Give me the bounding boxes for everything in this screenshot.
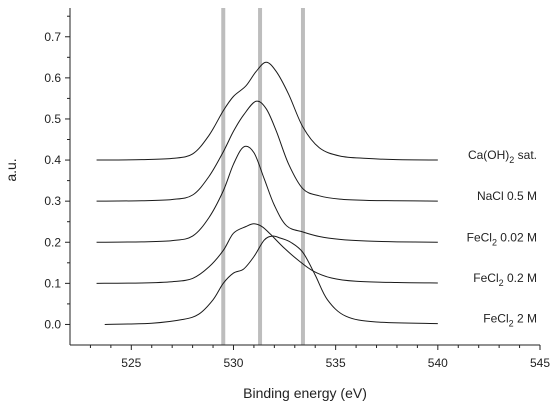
y-tick-label-3: 0.3 [44,194,61,208]
reference-lines [221,8,305,345]
series-label-3: NaCl 0.5 M [477,189,537,203]
x-axis-title: Binding energy (eV) [243,385,367,401]
series-label-main: NaCl 0.5 M [477,189,537,203]
axes [69,8,540,346]
series-label-subscript: 2 [509,155,514,165]
y-tick-label-2: 0.2 [44,235,61,249]
series-label-2: FeCl2 0.02 M [467,230,537,247]
series-line-4 [96,61,438,161]
series-label-0: FeCl2 2 M [483,312,537,329]
series-line-1 [96,223,438,284]
y-tick-label-7: 0.7 [44,30,61,44]
y-tick-label-0: 0.0 [44,317,61,331]
y-axis-title: a.u. [3,158,19,181]
y-tick-label-4: 0.4 [44,153,61,167]
x-tick-label-0: 525 [121,356,141,370]
series-label-rest: 2 M [514,312,537,326]
x-ticks: 525 530 535 540 545 [89,345,550,370]
series-label-subscript: 2 [492,237,497,247]
series-label-1: FeCl2 0.2 M [473,271,537,288]
series-label-rest: sat. [514,148,537,162]
series-label-main: FeCl [483,312,508,326]
series-label-main: FeCl [473,271,498,285]
x-tick-label-1: 530 [223,356,243,370]
series-label-subscript: 2 [509,319,514,329]
series-label-main: FeCl [467,230,492,244]
series-line-2 [96,145,438,243]
y-tick-label-6: 0.6 [44,71,61,85]
y-ticks: 0.0 0.1 0.2 0.3 0.4 0.5 0.6 0.7 [44,15,70,331]
y-tick-label-5: 0.5 [44,112,61,126]
series-label-subscript: 2 [499,278,504,288]
series-label-rest: 0.2 M [504,271,537,285]
x-tick-label-2: 535 [326,356,346,370]
series-label-rest: 0.02 M [497,230,537,244]
series-label-main: Ca(OH) [468,148,509,162]
series-label-4: Ca(OH)2 sat. [468,148,537,165]
x-tick-label-4: 545 [530,356,550,370]
series-line-3 [96,100,438,202]
y-tick-label-1: 0.1 [44,276,61,290]
x-tick-label-3: 540 [428,356,448,370]
series-line-0 [104,235,438,325]
spectra-curves [96,61,438,325]
